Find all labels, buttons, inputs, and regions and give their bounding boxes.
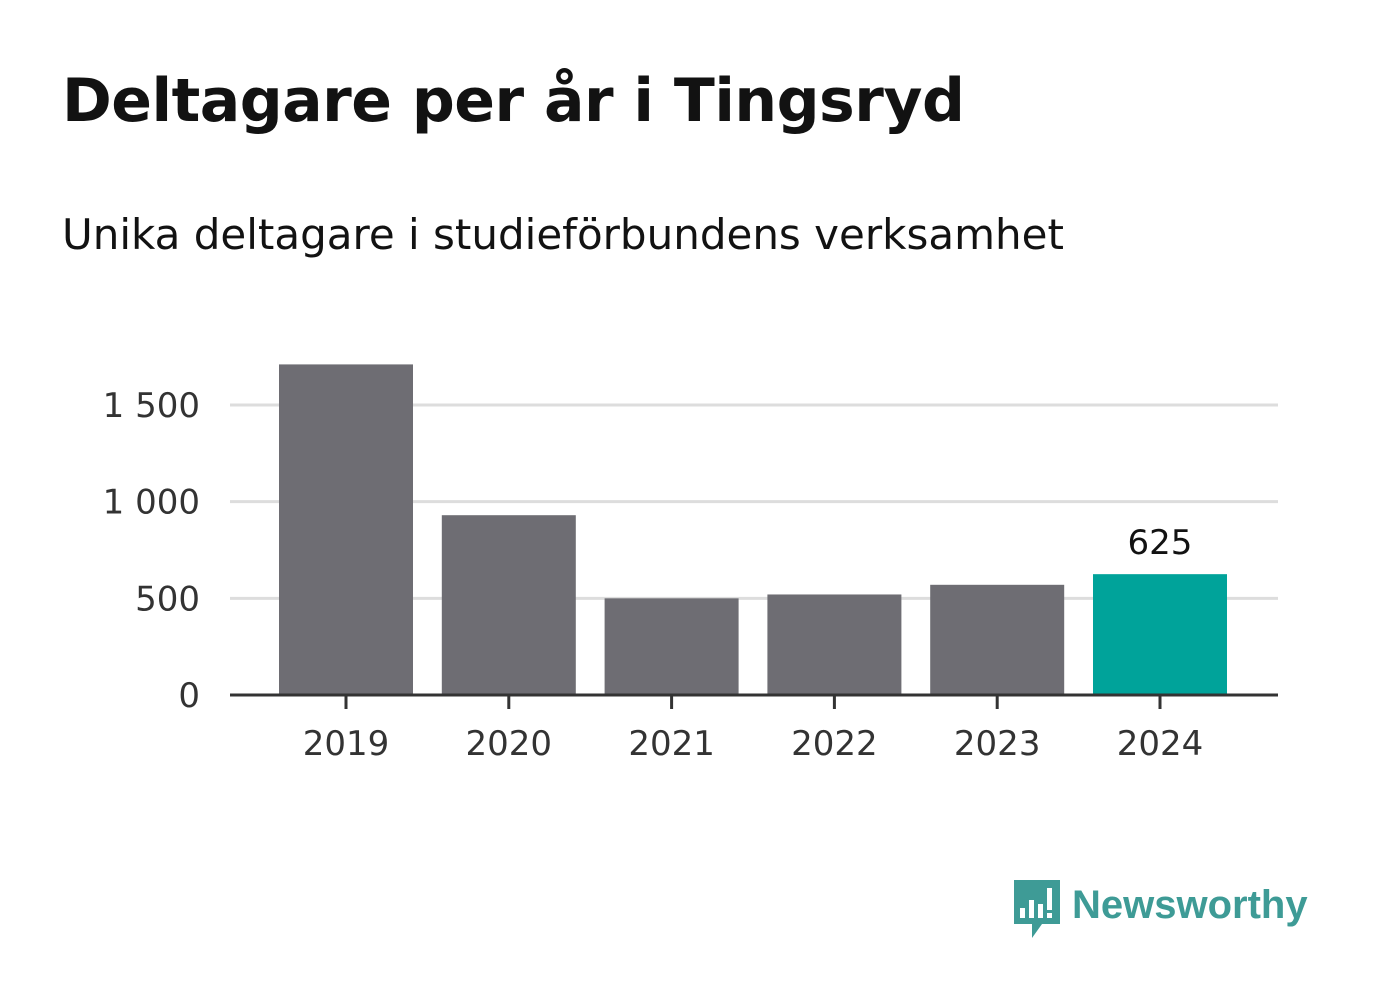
chart-subtitle: Unika deltagare i studieförbundens verks… xyxy=(62,210,1064,259)
bar-2024 xyxy=(1093,574,1227,695)
bar-2023 xyxy=(930,584,1065,695)
chart-title: Deltagare per år i Tingsryd xyxy=(62,66,965,136)
x-tick-label-2020: 2020 xyxy=(466,724,553,764)
x-tick-label-2024: 2024 xyxy=(1117,724,1204,764)
newsworthy-brand: Newsworthy xyxy=(1010,878,1308,940)
bar-2019 xyxy=(279,364,413,695)
x-tick-label-2021: 2021 xyxy=(628,724,715,764)
tick-labels: 0 500 1 000 1 500 2019 2020 2021 2022 2023 2024 62… xyxy=(103,386,1204,764)
x-tick-label-2019: 2019 xyxy=(303,724,390,764)
y-tick-label-1500: 1 500 xyxy=(103,386,200,426)
x-tick-label-2023: 2023 xyxy=(954,724,1041,764)
x-axis xyxy=(230,693,1278,709)
bars xyxy=(279,364,1227,695)
newsworthy-logo-icon xyxy=(1014,880,1060,938)
y-tick-label-500: 500 xyxy=(135,579,200,619)
bar-2020 xyxy=(441,515,576,695)
data-label-2024: 625 xyxy=(1128,523,1193,563)
brand-name: Newsworthy xyxy=(1072,882,1308,927)
x-tick-label-2022: 2022 xyxy=(791,724,878,764)
bar-2022 xyxy=(767,594,902,695)
y-tick-label-0: 0 xyxy=(178,676,200,716)
y-tick-label-1000: 1 000 xyxy=(103,483,200,523)
bar-2021 xyxy=(604,598,739,695)
